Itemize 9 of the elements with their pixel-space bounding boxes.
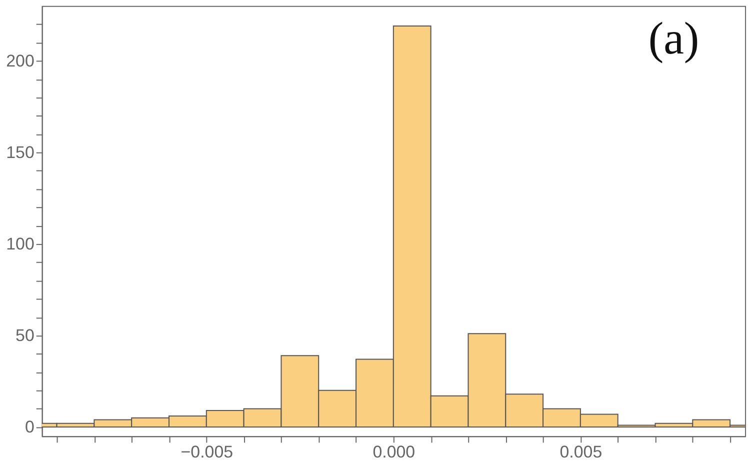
x-tick-label: −0.005	[180, 442, 234, 462]
y-tick-label: 0	[24, 418, 34, 437]
y-tick-label: 50	[16, 326, 34, 345]
annotation: (a)	[648, 12, 700, 64]
y-tick-label: 100	[6, 234, 34, 254]
x-tick-label: 0.005	[560, 442, 602, 462]
x-tick-label: 0.000	[372, 442, 416, 462]
y-tick-label: 200	[6, 51, 34, 70]
y-tick-label: 150	[6, 142, 34, 162]
